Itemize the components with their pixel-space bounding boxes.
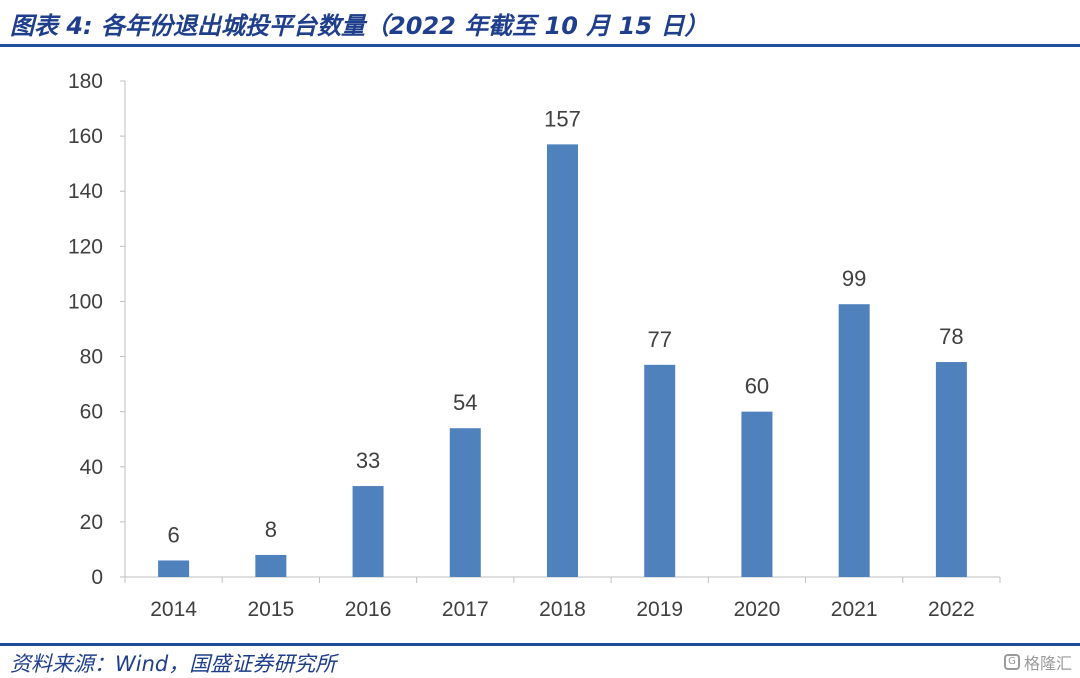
watermark: G 格隆汇	[1003, 650, 1072, 674]
x-tick-label: 2016	[345, 598, 392, 621]
watermark-logo-icon: G	[1003, 654, 1020, 670]
x-tick-label: 2020	[734, 598, 781, 621]
source-note: 资料来源：Wind，国盛证券研究所	[10, 652, 337, 676]
y-tick-label: 100	[68, 290, 103, 313]
y-tick-label: 20	[80, 511, 103, 534]
bar-2016	[352, 486, 384, 577]
data-label-2017: 54	[453, 390, 477, 415]
chart-title: 图表 4: 各年份退出城投平台数量（2022 年截至 10 月 15 日）	[10, 12, 709, 40]
y-tick-label: 80	[80, 346, 103, 369]
data-label-2022: 78	[939, 324, 963, 349]
bar-2020	[741, 411, 773, 577]
bar-2018	[547, 144, 578, 577]
y-tick-label: 0	[91, 566, 103, 589]
x-tick-label: 2022	[928, 598, 975, 621]
data-label-2014: 6	[167, 522, 179, 547]
bars	[158, 144, 967, 577]
y-axis: 0 20 40 60 80 100 120 140 160 180	[68, 70, 126, 589]
y-tick-label: 60	[80, 401, 103, 424]
data-labels: 6 8 33 54 157 77 60 99 78	[167, 106, 963, 547]
bar-2022	[935, 362, 967, 577]
data-label-2018: 157	[544, 106, 581, 131]
watermark-text: 格隆汇	[1023, 654, 1072, 673]
x-tick-label: 2018	[539, 598, 586, 621]
y-tick-label: 140	[68, 180, 103, 203]
bar-2019	[644, 364, 676, 577]
bottom-divider	[0, 643, 1080, 646]
bar-2021	[838, 304, 870, 577]
x-tick-label: 2015	[247, 598, 294, 621]
x-tick-label: 2017	[442, 598, 489, 621]
top-divider	[0, 44, 1080, 47]
data-label-2016: 33	[356, 448, 380, 473]
data-label-2015: 8	[265, 517, 277, 542]
x-tick-label: 2019	[636, 598, 683, 621]
x-tick-label: 2014	[150, 598, 197, 621]
y-tick-label: 120	[68, 235, 103, 258]
x-tick-label: 2021	[831, 598, 878, 621]
x-axis: 2014 2015 2016 2017 2018 2019 2020 2021 2022	[124, 576, 1001, 621]
data-label-2019: 77	[647, 327, 671, 352]
data-label-2020: 60	[745, 374, 769, 399]
bar-2014	[158, 560, 190, 577]
data-label-2021: 99	[842, 266, 866, 291]
y-tick-label: 160	[68, 125, 103, 148]
bar-2017	[449, 428, 481, 577]
y-tick-label: 40	[80, 456, 103, 479]
y-tick-label: 180	[68, 70, 103, 93]
bar-2015	[255, 554, 287, 577]
